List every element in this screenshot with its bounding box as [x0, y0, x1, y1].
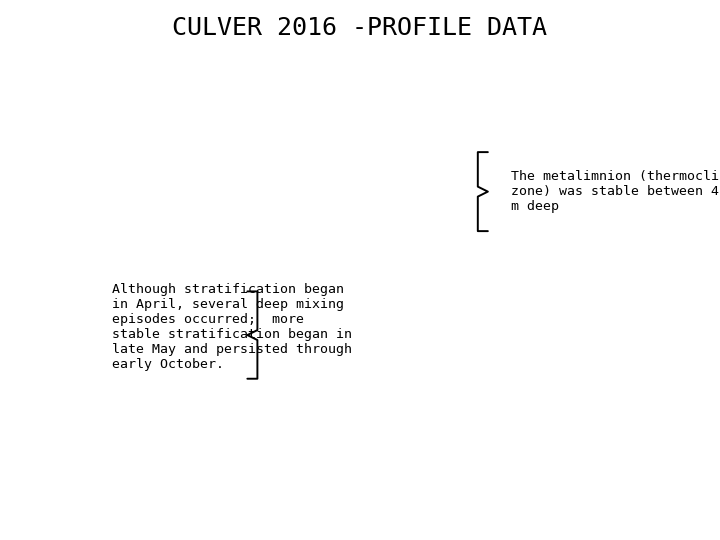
Text: CULVER 2016 -PROFILE DATA: CULVER 2016 -PROFILE DATA [173, 16, 547, 40]
Text: Although stratification began
in April, several deep mixing
episodes occurred;  : Although stratification began in April, … [112, 283, 352, 371]
Text: The metalimnion (thermocline
zone) was stable between 4-7
m deep: The metalimnion (thermocline zone) was s… [511, 170, 720, 213]
